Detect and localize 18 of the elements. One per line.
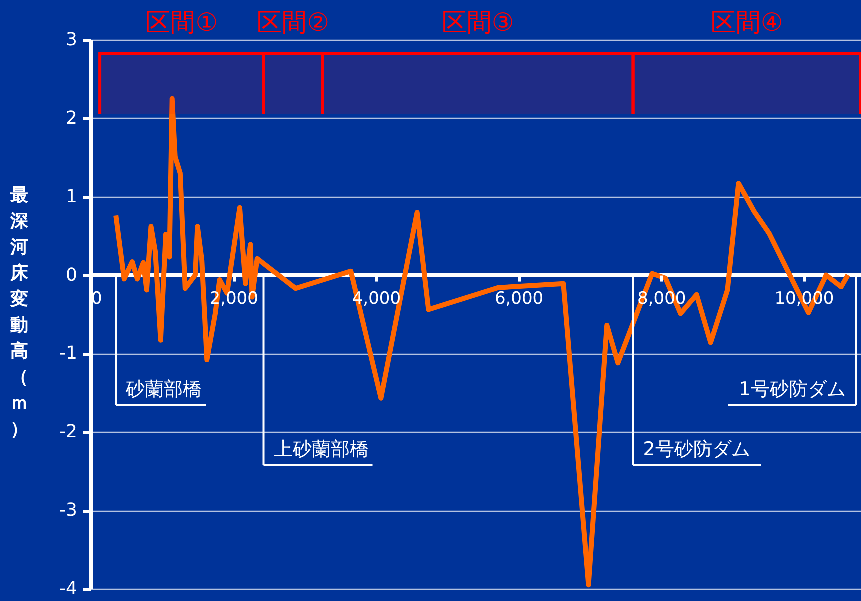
x-tick-label: 6,000 <box>494 288 544 309</box>
text: 最深河床変動高（ｍ） <box>10 185 28 440</box>
y-tick-label: 1 <box>66 186 78 208</box>
ref-line-label: 上砂蘭部橋 <box>274 438 369 460</box>
band-label: 区間② <box>257 8 330 37</box>
y-tick-label: 0 <box>66 264 78 286</box>
band-label: 区間④ <box>710 8 784 37</box>
ref-line-label: 砂蘭部橋 <box>125 378 202 400</box>
y-tick-label: -2 <box>60 422 78 443</box>
ref-line-label: 1号砂防ダム <box>739 378 846 400</box>
y-tick-label: -4 <box>60 578 78 600</box>
y-tick-label: 2 <box>66 108 78 129</box>
y-tick-label: -3 <box>60 500 78 522</box>
ref-line-label: 2号砂防ダム <box>643 438 750 460</box>
y-tick-label: -1 <box>60 343 78 364</box>
band-label: 区間① <box>146 8 218 37</box>
y-tick-label: 3 <box>66 30 78 50</box>
band-label: 区間③ <box>442 8 514 37</box>
